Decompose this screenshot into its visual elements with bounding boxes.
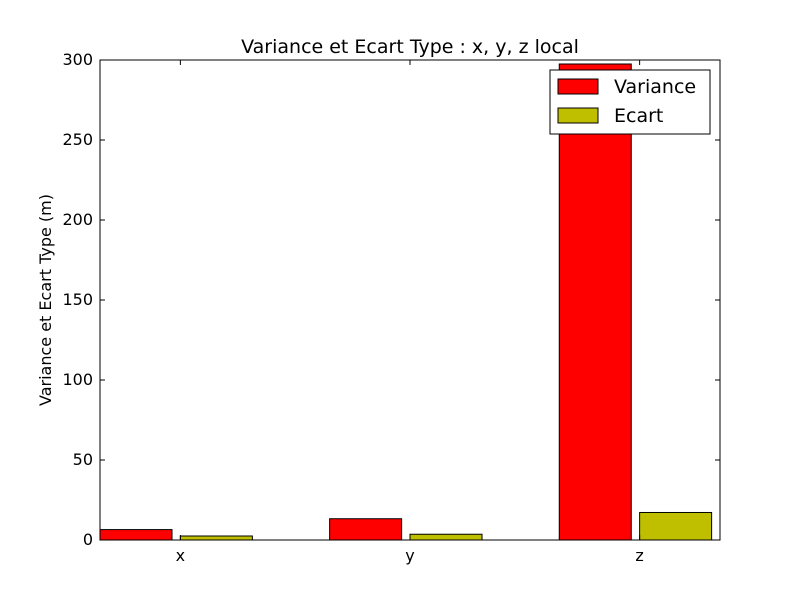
x-tick-label-x: x xyxy=(176,546,185,565)
y-tick-label-150: 150 xyxy=(62,290,93,309)
tick-labels-group: 0 50 100 150 200 250 300 x y z xyxy=(62,50,643,565)
y-axis-label: Variance et Ecart Type (m) xyxy=(36,194,55,406)
y-tick-label-250: 250 xyxy=(62,130,93,149)
legend-swatch-ecart xyxy=(557,107,599,124)
bar-variance-y xyxy=(329,518,403,541)
y-tick-label-100: 100 xyxy=(62,370,93,389)
bar-ecart-z xyxy=(639,511,713,541)
x-tick-label-z: z xyxy=(635,546,643,565)
bars-group xyxy=(99,63,713,541)
chart-title: Variance et Ecart Type : x, y, z local xyxy=(241,36,579,58)
bar-variance-z xyxy=(558,63,632,541)
plot-frame xyxy=(99,59,721,541)
bar-ecart-y xyxy=(409,533,483,541)
bar-ecart-x xyxy=(179,535,253,541)
y-tick-label-200: 200 xyxy=(62,210,93,229)
legend-label-variance: Variance xyxy=(614,76,696,98)
legend-swatch-variance xyxy=(557,78,599,95)
y-tick-label-300: 300 xyxy=(62,50,93,69)
x-tick-label-y: y xyxy=(405,546,414,565)
y-tick-label-0: 0 xyxy=(83,530,93,549)
y-tick-label-50: 50 xyxy=(73,450,93,469)
bar-variance-x xyxy=(99,529,173,541)
legend-label-ecart: Ecart xyxy=(614,105,663,127)
legend: Variance Ecart xyxy=(549,69,711,135)
